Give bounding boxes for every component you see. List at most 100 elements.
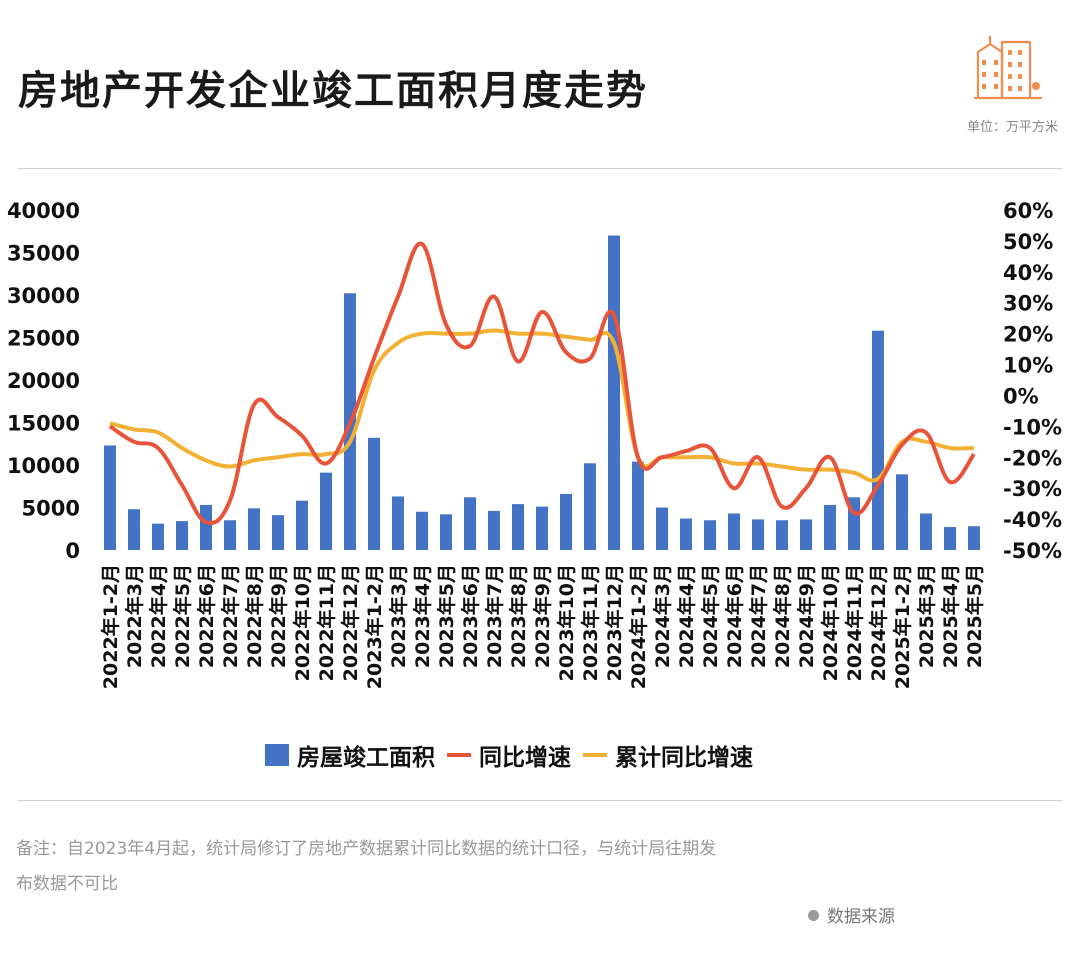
bar (968, 526, 980, 550)
bar (800, 519, 812, 550)
top-divider (18, 168, 1062, 169)
x-tick-label: 2024年7月 (747, 564, 770, 668)
bar (728, 513, 740, 550)
bar (488, 510, 500, 550)
y-right-tick-label: 0% (1003, 384, 1039, 408)
x-tick-label: 2022年11月 (315, 564, 338, 681)
x-tick-label: 2024年10月 (819, 564, 842, 681)
x-tick-label: 2024年1-2月 (627, 564, 650, 689)
y-left-tick-label: 15000 (7, 412, 80, 436)
source-dot-icon (808, 910, 819, 921)
unit-label: 单位：万平方米 (966, 120, 1058, 135)
legend-item-yoy: 同比增速 (447, 738, 571, 772)
y-left-tick-label: 40000 (7, 199, 80, 223)
bar (416, 511, 428, 550)
x-tick-label: 2023年8月 (507, 564, 530, 668)
bar (128, 509, 140, 550)
x-tick-label: 2022年3月 (123, 564, 146, 668)
x-tick-label: 2022年4月 (147, 564, 170, 668)
x-tick-label: 2023年3月 (387, 564, 410, 668)
x-tick-label: 2024年9月 (795, 564, 818, 668)
y-right-tick-label: 60% (1003, 199, 1053, 223)
bar (560, 493, 572, 550)
y-right-tick-label: 50% (1003, 230, 1053, 254)
y-left-tick-label: 20000 (7, 369, 80, 393)
x-tick-label: 2022年6月 (195, 564, 218, 668)
y-left-tick-label: 25000 (7, 327, 80, 351)
bar (656, 507, 668, 550)
chart: 0 5000 10000 15000 20000 25000 30000 35000 40000… (7, 199, 1062, 689)
x-tick-label: 2024年12月 (867, 564, 890, 681)
x-tick-label: 2024年6月 (723, 564, 746, 668)
bar (320, 472, 332, 550)
bar (752, 519, 764, 550)
legend-label-cum: 累计同比增速 (615, 745, 753, 771)
y-right-tick-label: -50% (1003, 539, 1062, 563)
bar (920, 513, 932, 550)
y-right-tick-label: -30% (1003, 477, 1062, 501)
x-tick-label: 2023年9月 (531, 564, 554, 668)
building-logo-icon (972, 30, 1044, 106)
footnote-line-1: 备注：自2023年4月起，统计局修订了房地产数据累计同比数据的统计口径，与统计局… (16, 839, 717, 859)
legend-item-cum: 累计同比增速 (583, 738, 753, 772)
y-left-tick-label: 10000 (7, 454, 80, 478)
legend-item-bar: 房屋竣工面积 (265, 738, 435, 772)
line-cumulative-yoy (109, 328, 975, 483)
x-tick-label: 2023年10月 (555, 564, 578, 681)
x-tick-label: 2023年4月 (411, 564, 434, 668)
line-yoy (108, 241, 976, 525)
bar (224, 520, 236, 550)
bar (704, 520, 716, 550)
y-right-tick-label: -10% (1003, 415, 1062, 439)
bar (464, 497, 476, 550)
x-tick-label: 2022年10月 (291, 564, 314, 681)
source-label: 数据来源 (827, 907, 895, 927)
y-right-tick-label: 20% (1003, 323, 1053, 347)
chart-legend: 房屋竣工面积 同比增速 累计同比增速 (265, 738, 757, 772)
legend-label-bar: 房屋竣工面积 (297, 745, 435, 771)
x-tick-label: 2023年6月 (459, 564, 482, 668)
bar (776, 520, 788, 550)
y-right-tick-label: 40% (1003, 261, 1053, 285)
bar (296, 500, 308, 550)
x-tick-label: 2023年11月 (579, 564, 602, 681)
bar (536, 506, 548, 550)
y-right-tick-label: 30% (1003, 292, 1053, 316)
x-tick-label: 2025年1-2月 (891, 564, 914, 689)
bar (248, 508, 260, 550)
y-left-tick-label: 5000 (22, 497, 80, 521)
x-tick-label: 2025年5月 (963, 564, 986, 668)
x-tick-label: 2024年8月 (771, 564, 794, 668)
legend-swatch-yoy (447, 753, 471, 757)
y-right-tick-label: -40% (1003, 508, 1062, 532)
x-tick-label: 2023年5月 (435, 564, 458, 668)
x-tick-label: 2025年4月 (939, 564, 962, 668)
legend-swatch-bar (265, 744, 289, 766)
page-title: 房地产开发企业竣工面积月度走势 (18, 68, 648, 114)
x-tick-label: 2023年1-2月 (363, 564, 386, 689)
bar (152, 523, 164, 550)
x-tick-label: 2022年12月 (339, 564, 362, 681)
footnote: 备注：自2023年4月起，统计局修订了房地产数据累计同比数据的统计口径，与统计局… (16, 832, 846, 902)
x-tick-label: 2025年3月 (915, 564, 938, 668)
data-source[interactable]: 数据来源 (808, 902, 895, 927)
bar (584, 463, 596, 550)
bar (608, 235, 620, 550)
footnote-line-2: 布数据不可比 (16, 874, 118, 894)
bar (200, 504, 212, 550)
bottom-divider (18, 800, 1062, 801)
bar (872, 330, 884, 550)
bar (512, 504, 524, 550)
bar (824, 504, 836, 550)
x-tick-label: 2023年12月 (603, 564, 626, 681)
x-tick-label: 2022年5月 (171, 564, 194, 668)
bar (680, 518, 692, 550)
bar (176, 521, 188, 550)
x-tick-label: 2024年11月 (843, 564, 866, 681)
bar (632, 461, 644, 550)
x-tick-label: 2022年9月 (267, 564, 290, 668)
y-right-tick-label: 10% (1003, 354, 1053, 378)
legend-swatch-cum (583, 753, 607, 757)
x-tick-label: 2022年8月 (243, 564, 266, 668)
bar (368, 437, 380, 550)
